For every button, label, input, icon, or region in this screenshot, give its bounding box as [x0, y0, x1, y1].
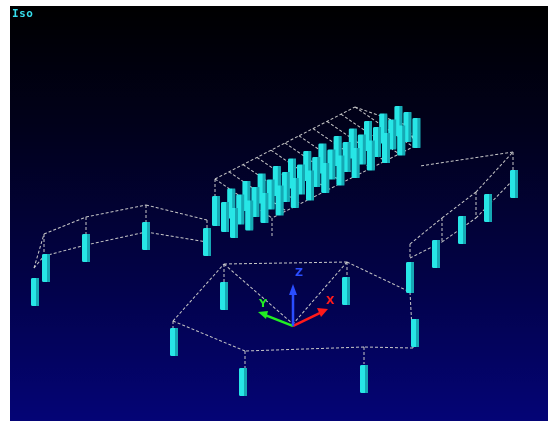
box-grid-pile	[388, 119, 397, 150]
box-grid-pile	[275, 185, 284, 216]
z-axis-label: Z	[295, 266, 303, 279]
box-grid-pile	[321, 163, 330, 193]
box-grid-pile	[312, 157, 321, 187]
box-grid-pile	[351, 148, 360, 178]
hex-frame-pile	[220, 282, 228, 310]
box-grid-pile	[260, 193, 269, 223]
left-frame-pile	[42, 254, 50, 282]
box-grid-pile	[221, 202, 229, 232]
wire-edge	[43, 216, 87, 235]
wire-edge	[172, 263, 225, 322]
wire-edge	[223, 261, 348, 265]
wire-edge	[419, 151, 514, 167]
wire-edge	[145, 204, 208, 221]
hex-frame-pile	[342, 277, 350, 305]
box-grid-pile	[297, 164, 305, 195]
box-grid-pile	[397, 125, 406, 156]
wire-edge	[33, 233, 45, 269]
y-axis-arrow	[264, 313, 294, 328]
box-grid-pile	[251, 187, 260, 217]
hex-frame-pile	[360, 365, 368, 393]
box-grid-pile	[403, 112, 412, 142]
wire-edge	[409, 217, 443, 245]
hex-frame-pile	[411, 319, 419, 347]
hex-frame-pile	[170, 328, 178, 356]
wire-edge	[145, 231, 208, 243]
x-axis-arrowhead	[317, 308, 328, 317]
left-frame-pile	[31, 278, 39, 306]
box-grid-pile	[266, 179, 275, 210]
left-frame-pile	[82, 234, 90, 262]
wire-edge	[223, 263, 294, 325]
box-grid-pile	[306, 170, 314, 201]
wire-edge	[172, 320, 246, 352]
box-grid-pile	[342, 142, 351, 172]
wire-edge	[85, 204, 147, 218]
box-grid-pile	[336, 155, 345, 186]
wire-edge	[85, 231, 147, 246]
right-frame-pile	[484, 194, 492, 222]
right-frame-pile	[510, 170, 518, 198]
box-grid-pile	[412, 118, 421, 148]
box-grid-pile	[281, 172, 290, 202]
right-frame-pile	[406, 262, 414, 290]
box-grid-pile	[327, 149, 336, 180]
box-grid-pile	[212, 196, 220, 226]
y-axis-arrowhead	[258, 311, 268, 319]
z-axis-arrowhead	[289, 284, 297, 295]
piles-group	[31, 106, 518, 396]
box-grid-pile	[357, 134, 366, 165]
box-grid-pile	[230, 208, 238, 238]
left-frame-pile	[142, 222, 150, 250]
box-grid-pile	[290, 178, 299, 208]
structure-scene[interactable]: X Y Z	[10, 6, 548, 421]
box-grid-pile	[245, 200, 254, 231]
x-axis-arrow	[292, 310, 323, 328]
wireframe-edges	[33, 106, 514, 368]
wire-edge	[33, 255, 45, 269]
wire-edge	[242, 164, 301, 205]
wire-edge	[214, 106, 356, 180]
y-axis-label: Y	[258, 297, 268, 310]
x-axis-label: X	[326, 294, 335, 307]
3d-viewport[interactable]: Iso X Y Z	[10, 6, 548, 421]
wire-edge	[363, 346, 414, 349]
box-grid-pile	[366, 140, 375, 171]
wire-edge	[43, 244, 87, 257]
left-frame-pile	[203, 228, 211, 256]
box-grid-pile	[382, 133, 390, 163]
view-label: Iso	[12, 7, 34, 20]
wire-edge	[244, 346, 365, 352]
hex-frame-pile	[239, 368, 247, 396]
wire-edge	[441, 191, 477, 219]
box-grid-pile	[373, 127, 381, 157]
wire-edge	[475, 151, 514, 193]
coordinate-triad: X Y Z	[258, 266, 335, 328]
wire-edge	[409, 241, 443, 259]
wire-edge	[346, 261, 411, 293]
wire-edge	[475, 179, 514, 219]
wire-edge	[292, 261, 348, 325]
right-frame-pile	[432, 240, 440, 268]
right-frame-pile	[458, 216, 466, 244]
box-grid-pile	[236, 194, 245, 225]
